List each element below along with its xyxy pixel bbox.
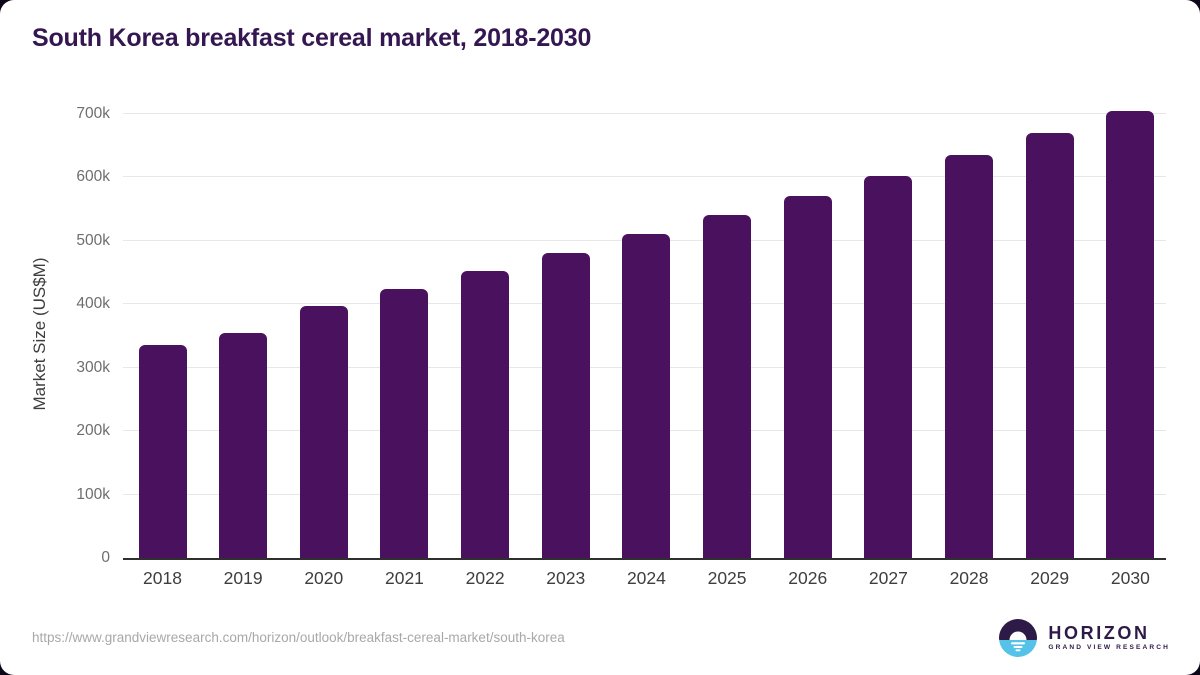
x-tick-label-2029: 2029	[1030, 568, 1070, 588]
y-tick-label-400k: 400k	[76, 295, 110, 313]
y-tick-label-200k: 200k	[76, 422, 110, 440]
x-tick-label-2027: 2027	[868, 568, 908, 588]
bar-2030	[1106, 110, 1155, 558]
horizon-logo: HORIZON GRAND VIEW RESEARCH	[998, 618, 1170, 658]
bar-2023	[541, 253, 590, 558]
gridline-600k	[123, 176, 1166, 178]
plot-area	[123, 110, 1166, 560]
logo-tagline: GRAND VIEW RESEARCH	[1048, 644, 1170, 652]
bar-2026	[783, 196, 832, 558]
bar-2021	[380, 288, 429, 558]
y-axis: 0 100k 200k 300k 400k 500k 600k 700k	[0, 105, 112, 566]
y-tick-label-300k: 300k	[76, 358, 110, 376]
bar-2019	[219, 333, 268, 558]
x-tick-label-2018: 2018	[143, 568, 182, 588]
x-tick-label-2021: 2021	[384, 568, 424, 588]
y-tick-label-600k: 600k	[76, 168, 110, 186]
source-url: https://www.grandviewresearch.com/horizo…	[32, 630, 565, 645]
gridline-700k	[123, 112, 1166, 114]
bar-2024	[622, 234, 671, 558]
bar-2020	[299, 306, 348, 558]
bar-2018	[138, 345, 187, 558]
x-tick-label-2030: 2030	[1110, 568, 1150, 588]
y-tick-label-700k: 700k	[76, 104, 110, 122]
bar-2027	[864, 175, 913, 558]
bar-2029	[1025, 132, 1074, 558]
bar-2028	[945, 155, 994, 558]
x-tick-label-2024: 2024	[626, 568, 666, 588]
bar-2022	[461, 271, 510, 558]
x-tick-label-2022: 2022	[465, 568, 505, 588]
x-tick-label-2020: 2020	[304, 568, 344, 588]
y-tick-label-0: 0	[101, 549, 110, 566]
x-tick-label-2023: 2023	[546, 568, 586, 588]
chart-title: South Korea breakfast cereal market, 201…	[32, 24, 592, 52]
sunrise-horizon-icon	[999, 619, 1038, 657]
y-tick-label-100k: 100k	[76, 485, 110, 503]
y-tick-label-500k: 500k	[76, 231, 110, 249]
x-axis: 2018 2019 2020 2021 2022 2023 2024 2025 2026 2027…	[123, 568, 1166, 592]
logo-text: HORIZON GRAND VIEW RESEARCH	[1048, 624, 1170, 652]
x-tick-label-2026: 2026	[788, 568, 828, 588]
logo-name: HORIZON	[1048, 623, 1150, 644]
x-tick-label-2025: 2025	[707, 568, 747, 588]
bar-2025	[703, 215, 752, 558]
x-tick-label-2019: 2019	[223, 568, 263, 588]
x-tick-label-2028: 2028	[949, 568, 989, 588]
